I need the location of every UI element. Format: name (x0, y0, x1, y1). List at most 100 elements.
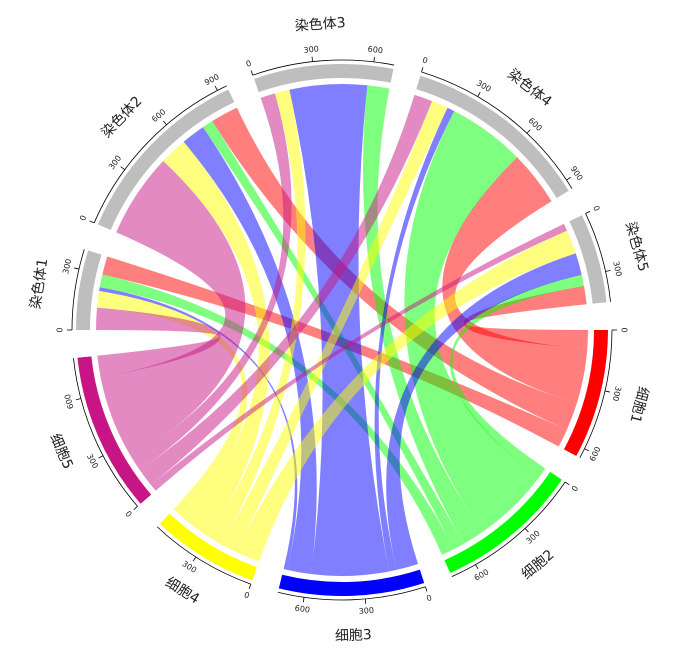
tick-label: 0 (425, 593, 433, 603)
chord (102, 256, 567, 447)
tick-mark (98, 455, 104, 459)
tick-label: 900 (569, 165, 585, 183)
sector-name: 染色体5 (622, 220, 652, 274)
tick-label: 0 (56, 327, 65, 332)
tick-label: 300 (61, 258, 73, 275)
sector-axis (156, 526, 251, 585)
sector-axis (93, 85, 227, 223)
tick-label: 0 (570, 484, 580, 493)
tick-mark (373, 56, 375, 62)
tick-mark (605, 269, 611, 272)
sector-axis (451, 481, 566, 578)
tick-label: 600 (150, 107, 167, 124)
sector-name: 细胞2 (519, 547, 558, 583)
tick-label: 0 (620, 327, 629, 332)
tick-label: 0 (245, 59, 253, 69)
tick-mark (74, 267, 80, 270)
chord (208, 89, 306, 545)
chord (236, 230, 576, 562)
tick-mark (524, 528, 529, 533)
tick-label: 300 (358, 606, 374, 616)
tick-label: 300 (611, 260, 623, 277)
tick-mark (604, 390, 610, 393)
tick-label: 600 (367, 45, 383, 56)
tick-label: 0 (243, 590, 251, 600)
sector-band (569, 215, 607, 304)
tick-label: 600 (294, 604, 310, 615)
sector-name: 细胞1 (626, 385, 651, 425)
tick-mark (163, 120, 167, 126)
tick-mark (192, 556, 197, 562)
tick-label: 600 (63, 393, 76, 410)
sector-name: 染色体1 (27, 257, 52, 310)
sector-band (563, 330, 608, 456)
tick-mark (250, 70, 254, 76)
tick-label: 900 (203, 72, 221, 87)
sector-name: 细胞5 (46, 431, 75, 471)
tick-mark (584, 448, 590, 452)
chord (386, 253, 582, 570)
tick-mark (75, 398, 81, 401)
tick-mark (214, 85, 218, 91)
chord (374, 107, 455, 572)
sector-band (278, 569, 425, 596)
sector-band (159, 513, 257, 581)
sector-band (416, 75, 569, 199)
sector-axis (71, 249, 85, 331)
sector-axis (421, 71, 573, 189)
chords (96, 84, 588, 576)
tick-label: 300 (475, 78, 493, 93)
sector-band (97, 89, 235, 230)
chord (221, 101, 448, 553)
tick-mark (566, 176, 571, 181)
tick-mark (425, 586, 428, 592)
tick-label: 600 (588, 445, 603, 463)
tick-label: 0 (421, 55, 429, 65)
tick-label: 0 (78, 214, 88, 222)
sector-band (444, 471, 562, 574)
sector-name: 染色体4 (504, 65, 555, 110)
tick-mark (477, 92, 481, 97)
sector-axis (585, 213, 611, 302)
sector-band (254, 64, 394, 93)
sector-name: 细胞3 (335, 627, 372, 644)
chord (212, 107, 577, 430)
tick-mark (248, 583, 252, 589)
tick-mark (120, 166, 126, 170)
chord (450, 274, 584, 478)
tick-label: 300 (180, 559, 198, 575)
sector-axis (73, 358, 138, 507)
chord (163, 141, 270, 537)
tick-label: 0 (123, 509, 133, 519)
tick-mark (475, 564, 479, 570)
chord (183, 127, 317, 575)
tick-label: 600 (473, 567, 491, 582)
tick-label: 300 (303, 44, 319, 55)
tick-mark (311, 56, 313, 62)
tick-label: 300 (525, 529, 542, 546)
chord (139, 94, 433, 485)
sector-name: 细胞4 (162, 575, 202, 608)
tick-label: 300 (85, 452, 100, 470)
tick-mark (302, 597, 305, 603)
tick-mark (564, 481, 570, 486)
tick-mark (585, 210, 591, 214)
tick-mark (526, 129, 531, 134)
tick-label: 300 (611, 385, 623, 402)
sector-band (76, 250, 102, 330)
chord (96, 307, 221, 378)
sector-name: 染色体2 (98, 93, 146, 141)
chord (131, 93, 292, 471)
sector-axis (277, 586, 426, 601)
sector-axis (252, 59, 395, 76)
tick-label: 0 (591, 204, 601, 212)
chord (362, 85, 483, 544)
sector-band (77, 356, 152, 504)
sector-name: 染色体3 (294, 14, 346, 35)
chord (463, 285, 588, 349)
sector-axis (579, 329, 613, 459)
tick-mark (421, 67, 424, 73)
tick-mark (133, 506, 138, 510)
tick-mark (89, 220, 95, 224)
